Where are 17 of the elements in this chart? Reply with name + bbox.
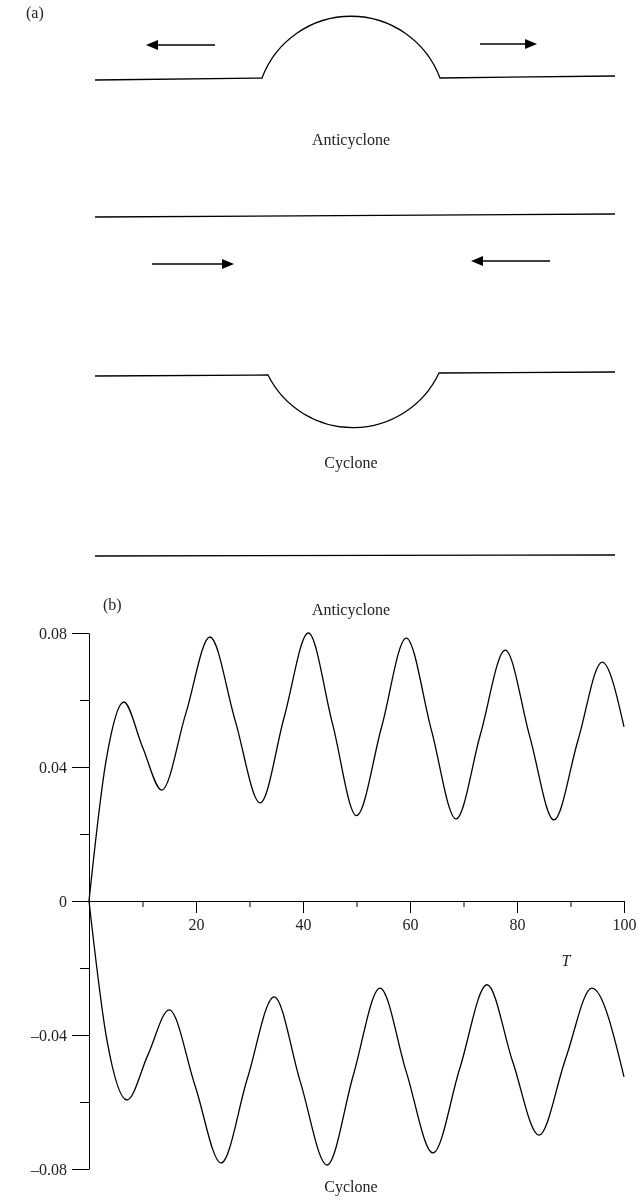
x-axis-title: T — [561, 952, 572, 969]
chart-title: (b) — [103, 596, 122, 614]
y-tick-label: 0 — [59, 892, 67, 910]
series-label: Cyclone — [324, 1178, 378, 1196]
x-tick-label: 40 — [295, 916, 312, 934]
y-tick-label: 0.08 — [39, 624, 67, 642]
x-tick-label: 20 — [188, 916, 205, 934]
text: Cyclone — [324, 454, 378, 472]
series-label: Anticyclone — [311, 601, 391, 619]
y-tick-label: 0.04 — [39, 758, 67, 776]
y-tick-label: –0.08 — [30, 1160, 67, 1178]
x-tick-label: 80 — [509, 916, 526, 934]
text: Anticyclone — [311, 131, 391, 149]
text: (a) — [26, 4, 44, 22]
y-tick-label: –0.04 — [30, 1026, 67, 1044]
x-tick-label: 60 — [402, 916, 419, 934]
x-tick-label: 100 — [612, 916, 637, 934]
